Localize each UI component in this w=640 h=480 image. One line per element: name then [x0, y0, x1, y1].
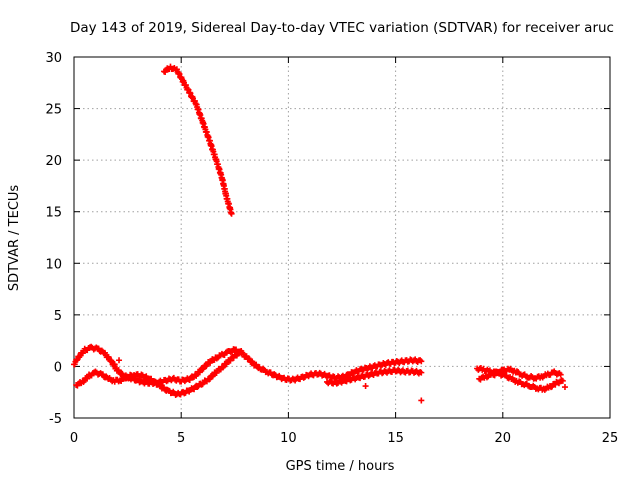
data-point: [245, 355, 252, 362]
data-point: [111, 361, 118, 368]
y-tick-labels: -5 0 5 10 15 20 25 30: [45, 51, 62, 427]
y-tick-label: 20: [45, 154, 62, 169]
x-tick-label: 15: [387, 431, 404, 446]
data-point: [418, 397, 425, 404]
chart-title: Day 143 of 2019, Sidereal Day-to-day VTE…: [70, 20, 614, 36]
x-tick-label: 0: [70, 431, 78, 446]
x-axis-label: GPS time / hours: [286, 459, 395, 474]
x-tick-label: 20: [495, 431, 512, 446]
y-tick-label: 30: [45, 51, 62, 66]
y-tick-label: 5: [54, 309, 62, 324]
data-point: [557, 371, 564, 378]
x-tick-label: 5: [177, 431, 185, 446]
data-markers: [71, 63, 568, 404]
axis-ticks: [73, 56, 611, 419]
y-tick-label: 0: [54, 360, 62, 375]
data-point: [116, 357, 123, 364]
data-point: [151, 378, 158, 385]
data-point: [238, 347, 245, 354]
y-tick-label: 25: [45, 103, 62, 118]
x-tick-label: 25: [602, 431, 619, 446]
grid-lines: [74, 57, 610, 418]
x-tick-labels: 0 5 10 15 20 25: [70, 431, 618, 446]
y-tick-label: 15: [45, 206, 62, 221]
data-point: [561, 384, 568, 391]
series-late-cluster-b: [476, 369, 566, 393]
x-tick-label: 10: [280, 431, 297, 446]
data-point: [228, 210, 235, 217]
series-outliers: [111, 357, 568, 404]
y-axis-label: SDTVAR / TECUs: [7, 185, 22, 292]
data-point: [118, 370, 125, 377]
series-low-band-c: [323, 366, 425, 387]
data-point: [418, 369, 425, 376]
data-point: [237, 348, 244, 355]
plot-frame: [73, 56, 611, 419]
series-low-band-b: [73, 347, 245, 399]
series-high-arc: [161, 63, 235, 217]
data-point: [418, 358, 425, 365]
y-tick-label: -5: [49, 412, 62, 427]
data-point: [559, 377, 566, 384]
data-point: [362, 383, 369, 390]
y-tick-label: 10: [45, 257, 62, 272]
